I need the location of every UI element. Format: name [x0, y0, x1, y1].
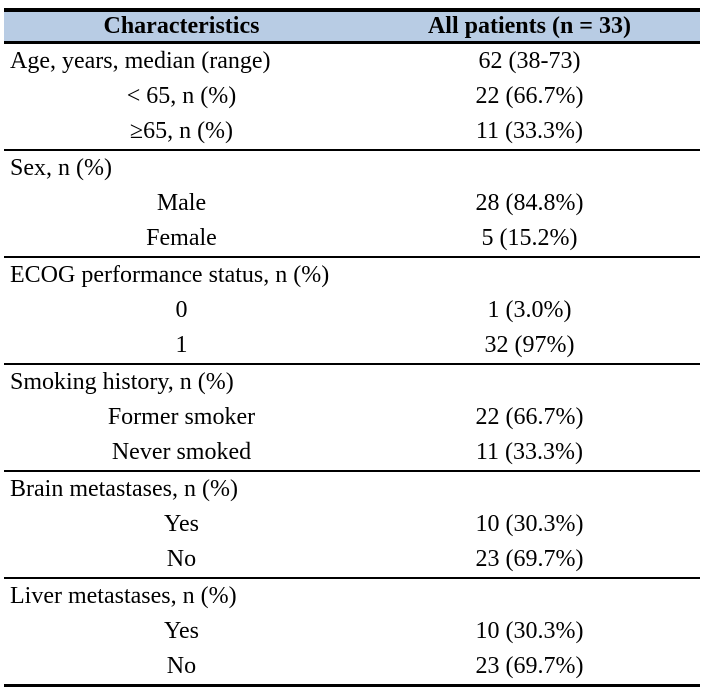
table-section-smoking: Smoking history, n (%) Former smoker 22 … [4, 365, 700, 472]
row-label: ≥65, n (%) [129, 118, 234, 144]
row-label: ECOG performance status, n (%) [10, 262, 330, 288]
row-value: 32 (97%) [484, 332, 575, 358]
row-value: 10 (30.3%) [475, 618, 584, 644]
table-row: Yes 10 (30.3%) [4, 614, 700, 649]
row-value: 22 (66.7%) [475, 404, 584, 430]
table-row: No 23 (69.7%) [4, 542, 700, 577]
table-row: Female 5 (15.2%) [4, 221, 700, 256]
table-row: Never smoked 11 (33.3%) [4, 435, 700, 470]
table-section-brain-metastases: Brain metastases, n (%) Yes 10 (30.3%) N… [4, 472, 700, 579]
row-label: 0 [175, 297, 188, 323]
row-value: 1 (3.0%) [487, 297, 572, 323]
row-label: Yes [164, 618, 199, 644]
row-value: 23 (69.7%) [475, 546, 584, 572]
table-section-ecog: ECOG performance status, n (%) 0 1 (3.0%… [4, 258, 700, 365]
table-row: ≥65, n (%) 11 (33.3%) [4, 114, 700, 149]
table-row: Liver metastases, n (%) [4, 579, 700, 614]
table-row: Age, years, median (range) 62 (38-73) [4, 44, 700, 79]
row-label: Female [146, 225, 217, 251]
table-row: 1 32 (97%) [4, 328, 700, 363]
table-row: Brain metastases, n (%) [4, 472, 700, 507]
table-section-sex: Sex, n (%) Male 28 (84.8%) Female 5 (15.… [4, 151, 700, 258]
row-value: 11 (33.3%) [475, 118, 584, 144]
table-row: Former smoker 22 (66.7%) [4, 400, 700, 435]
table-section-liver-metastases: Liver metastases, n (%) Yes 10 (30.3%) N… [4, 579, 700, 687]
header-cell-all-patients: All patients (n = 33) [427, 13, 631, 39]
row-label: Never smoked [111, 439, 252, 465]
row-value: 5 (15.2%) [481, 225, 578, 251]
row-value: 10 (30.3%) [475, 511, 584, 537]
row-label: No [166, 546, 197, 572]
row-label: Brain metastases, n (%) [10, 476, 238, 502]
row-label: Sex, n (%) [10, 155, 112, 181]
table-row: < 65, n (%) 22 (66.7%) [4, 79, 700, 114]
row-label: No [166, 653, 197, 679]
table-row: Sex, n (%) [4, 151, 700, 186]
table-section-age: Age, years, median (range) 62 (38-73) < … [4, 44, 700, 151]
row-label: Smoking history, n (%) [10, 369, 234, 395]
row-value: 23 (69.7%) [475, 653, 584, 679]
row-value: 28 (84.8%) [475, 190, 584, 216]
table-row: Yes 10 (30.3%) [4, 507, 700, 542]
table-row: ECOG performance status, n (%) [4, 258, 700, 293]
table-row: No 23 (69.7%) [4, 649, 700, 684]
row-value: 22 (66.7%) [475, 83, 584, 109]
table-header-row: Characteristics All patients (n = 33) [4, 8, 700, 44]
row-value: 62 (38-73) [478, 48, 581, 74]
header-cell-characteristics: Characteristics [103, 13, 260, 39]
patient-characteristics-table: Characteristics All patients (n = 33) Ag… [4, 8, 700, 687]
row-value: 11 (33.3%) [475, 439, 584, 465]
row-label: Yes [164, 511, 199, 537]
row-label: < 65, n (%) [126, 83, 237, 109]
table-row: Smoking history, n (%) [4, 365, 700, 400]
row-label: Former smoker [107, 404, 256, 430]
row-label: Age, years, median (range) [10, 48, 271, 74]
table-row: Male 28 (84.8%) [4, 186, 700, 221]
row-label: Liver metastases, n (%) [10, 583, 237, 609]
table-row: 0 1 (3.0%) [4, 293, 700, 328]
row-label: 1 [175, 332, 188, 358]
row-label: Male [156, 190, 207, 216]
